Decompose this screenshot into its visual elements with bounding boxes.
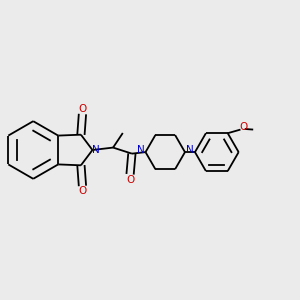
Text: O: O [126, 175, 134, 185]
Text: O: O [239, 122, 247, 132]
Text: N: N [186, 145, 194, 155]
Text: N: N [137, 145, 145, 155]
Text: O: O [78, 103, 87, 114]
Text: O: O [78, 186, 87, 197]
Text: N: N [92, 145, 100, 155]
